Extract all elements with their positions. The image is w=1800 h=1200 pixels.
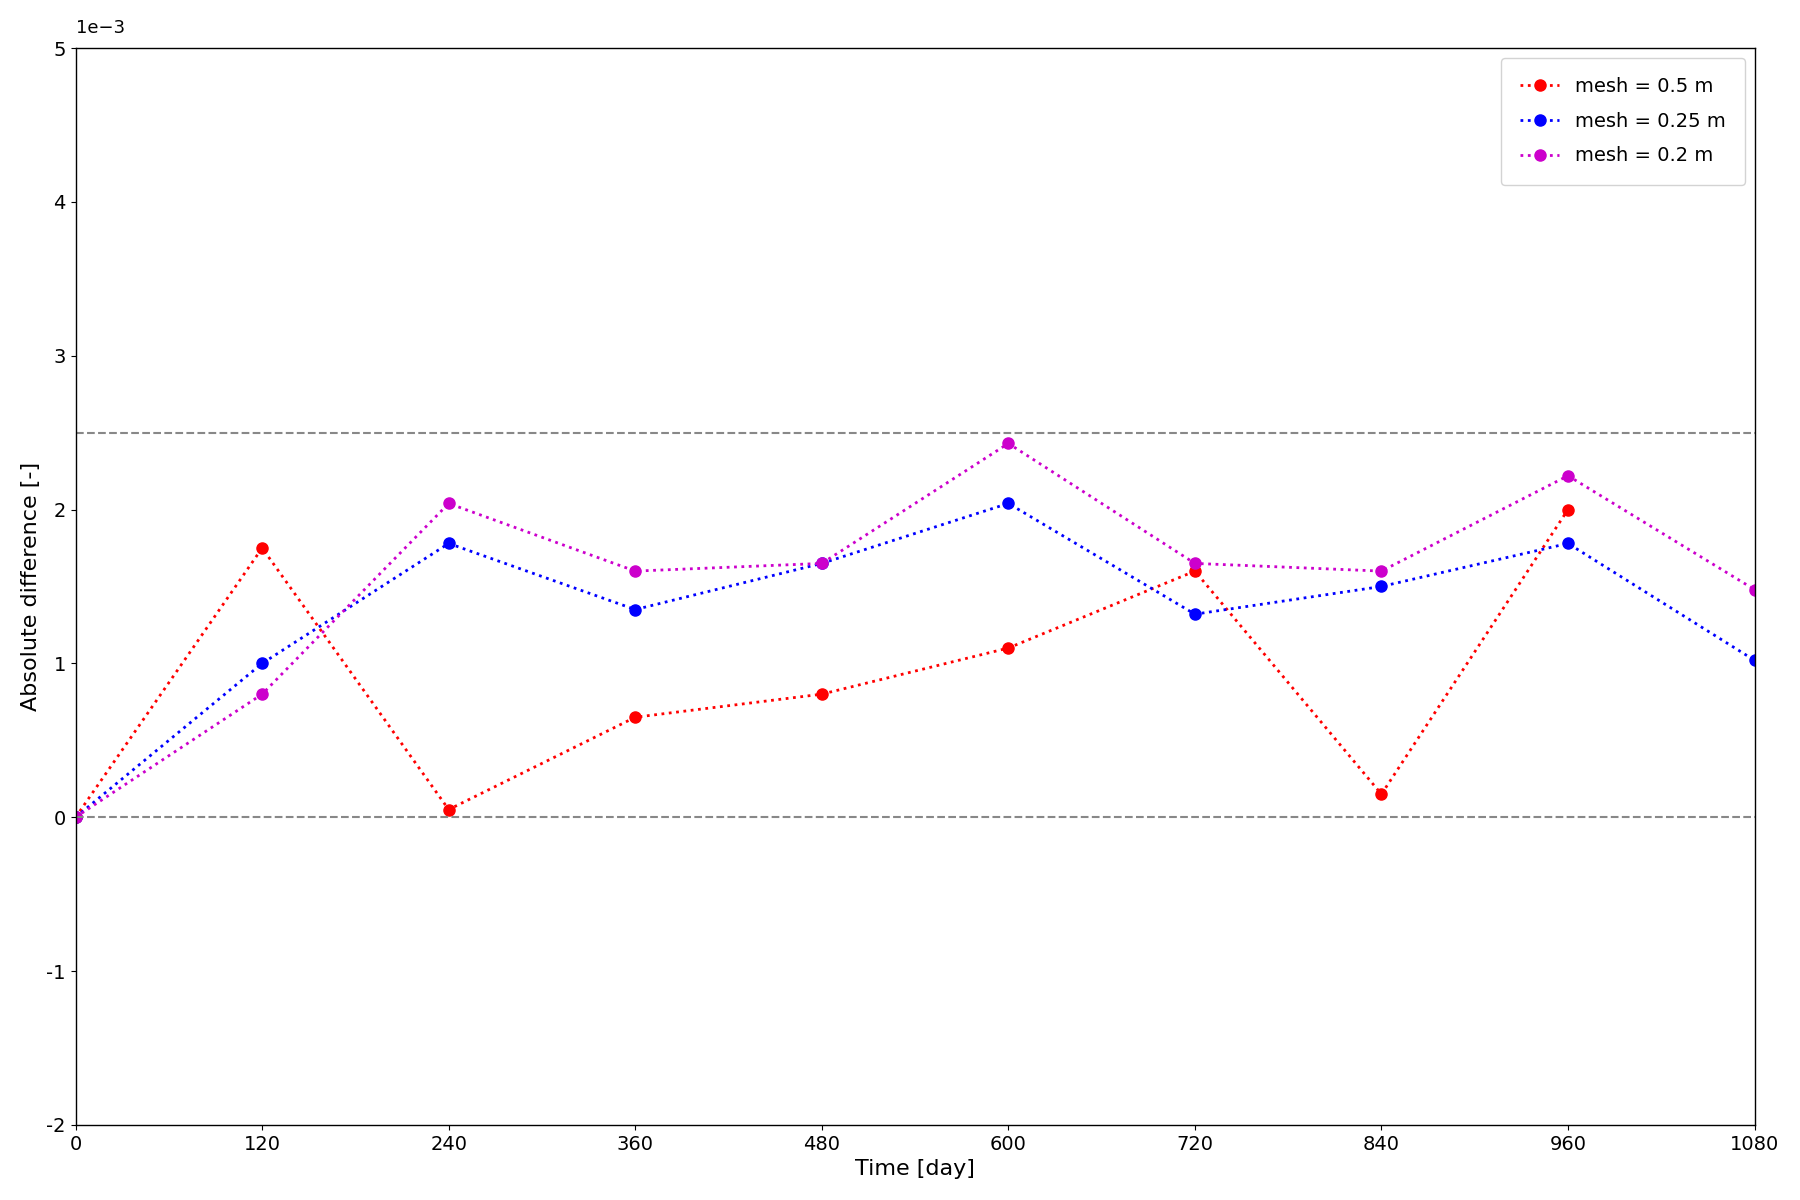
mesh = 0.25 m <box>252 656 274 671</box>
mesh = 0.2 m <box>812 557 833 571</box>
mesh = 0.25 m <box>1557 536 1579 551</box>
mesh = 0.25 m <box>65 810 86 824</box>
mesh = 0.5 m <box>812 686 833 701</box>
mesh = 0.25 m <box>997 497 1019 511</box>
mesh = 0.25 m <box>812 557 833 571</box>
mesh = 0.2 m <box>1557 468 1579 482</box>
Text: 1e−3: 1e−3 <box>76 19 124 37</box>
mesh = 0.5 m <box>437 803 459 817</box>
mesh = 0.2 m <box>1370 564 1391 578</box>
mesh = 0.25 m <box>1370 580 1391 594</box>
Y-axis label: Absolute difference [-]: Absolute difference [-] <box>22 462 41 712</box>
mesh = 0.25 m <box>1184 607 1206 622</box>
mesh = 0.5 m <box>252 541 274 556</box>
mesh = 0.5 m <box>65 810 86 824</box>
mesh = 0.5 m <box>1184 564 1206 578</box>
Line: mesh = 0.25 m: mesh = 0.25 m <box>70 498 1760 823</box>
Legend: mesh = 0.5 m, mesh = 0.25 m, mesh = 0.2 m: mesh = 0.5 m, mesh = 0.25 m, mesh = 0.2 … <box>1501 58 1744 185</box>
mesh = 0.25 m <box>437 536 459 551</box>
mesh = 0.25 m <box>625 602 646 617</box>
mesh = 0.25 m <box>1744 653 1766 667</box>
mesh = 0.5 m <box>997 641 1019 655</box>
X-axis label: Time [day]: Time [day] <box>855 1159 976 1180</box>
mesh = 0.2 m <box>65 810 86 824</box>
mesh = 0.2 m <box>1184 557 1206 571</box>
mesh = 0.5 m <box>1370 787 1391 802</box>
mesh = 0.5 m <box>1557 503 1579 517</box>
Line: mesh = 0.5 m: mesh = 0.5 m <box>70 504 1573 823</box>
mesh = 0.2 m <box>625 564 646 578</box>
Line: mesh = 0.2 m: mesh = 0.2 m <box>70 438 1760 823</box>
mesh = 0.2 m <box>437 497 459 511</box>
mesh = 0.2 m <box>1744 582 1766 596</box>
mesh = 0.2 m <box>997 437 1019 451</box>
mesh = 0.2 m <box>252 686 274 701</box>
mesh = 0.5 m <box>625 710 646 725</box>
